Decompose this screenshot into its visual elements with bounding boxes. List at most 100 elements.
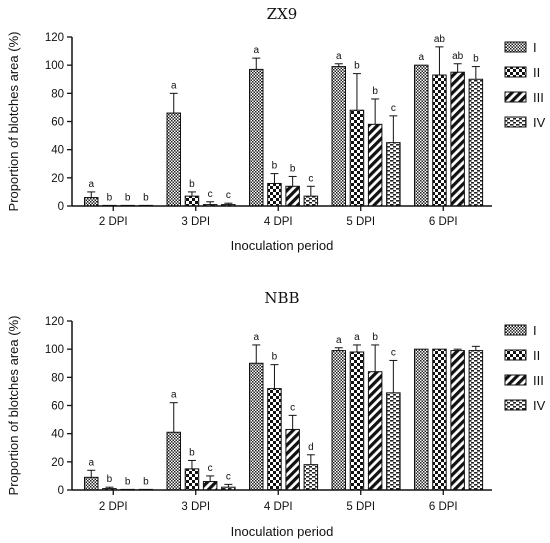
x-tick-label: 6 DPI bbox=[429, 501, 458, 513]
legend-swatch bbox=[504, 116, 527, 128]
bar-i-6-dpi bbox=[414, 64, 429, 207]
significance-letter: d bbox=[308, 442, 314, 453]
significance-letter: a bbox=[354, 332, 360, 343]
legend-label: I bbox=[533, 40, 537, 55]
bar-iii-5-dpi bbox=[367, 123, 383, 207]
bar-i-2-dpi bbox=[84, 476, 99, 491]
significance-letter: a bbox=[171, 390, 177, 401]
y-tick-label: 40 bbox=[51, 429, 64, 441]
significance-letter: a bbox=[253, 332, 259, 343]
chart-panel-zx9: ZX9 Proportion of blotches area (%) Inocul… bbox=[6, 5, 546, 253]
significance-letter: b bbox=[107, 474, 113, 485]
bar-i-4-dpi bbox=[249, 68, 264, 207]
bar-iii-5-dpi bbox=[367, 371, 383, 491]
significance-letter: a bbox=[418, 52, 424, 63]
bar-iv-5-dpi bbox=[386, 392, 401, 491]
bar-iii-6-dpi bbox=[450, 350, 465, 491]
x-tick-label: 6 DPI bbox=[429, 216, 458, 228]
legend-swatch bbox=[504, 66, 527, 78]
bar-i-6-dpi bbox=[414, 348, 429, 491]
significance-letter: b bbox=[473, 54, 479, 65]
bar-iii-4-dpi bbox=[285, 428, 300, 491]
significance-letter: a bbox=[88, 457, 94, 468]
significance-letter: c bbox=[391, 347, 396, 358]
significance-letter: c bbox=[391, 103, 396, 114]
bar-iii-6-dpi bbox=[450, 71, 465, 207]
x-tick-label: 4 DPI bbox=[264, 216, 293, 228]
bar-ii-3-dpi bbox=[184, 195, 200, 207]
legend-swatch bbox=[504, 324, 527, 336]
significance-letter: b bbox=[372, 86, 378, 97]
bar-ii-6-dpi bbox=[432, 348, 447, 491]
y-tick-label: 60 bbox=[51, 401, 64, 413]
significance-letter: b bbox=[189, 179, 195, 190]
significance-letter: a bbox=[336, 335, 342, 346]
legend-swatch bbox=[504, 41, 527, 53]
significance-letter: b bbox=[290, 163, 296, 174]
x-tick-label: 2 DPI bbox=[99, 216, 128, 228]
legend-label: III bbox=[533, 373, 544, 388]
legend-label: II bbox=[533, 65, 540, 80]
significance-letter: a bbox=[88, 179, 94, 190]
bar-i-3-dpi bbox=[166, 112, 181, 207]
significance-letter: ab bbox=[434, 34, 446, 45]
significance-letter: a bbox=[171, 80, 177, 91]
y-axis-label: Proportion of blotches area (%) bbox=[6, 316, 21, 496]
x-tick-label: 3 DPI bbox=[181, 501, 210, 513]
significance-letter: c bbox=[226, 190, 231, 201]
x-tick-label: 5 DPI bbox=[346, 501, 375, 513]
legend-label: II bbox=[533, 348, 540, 363]
y-tick-label: 80 bbox=[51, 88, 64, 100]
y-tick-label: 20 bbox=[51, 173, 64, 185]
y-axis-label: Proportion of blotches area (%) bbox=[6, 32, 21, 212]
significance-letter: a bbox=[253, 45, 259, 56]
bar-ii-5-dpi bbox=[349, 109, 365, 207]
y-tick-label: 120 bbox=[45, 316, 64, 328]
bar-iv-6-dpi bbox=[468, 350, 484, 491]
significance-letter: b bbox=[372, 332, 378, 343]
significance-letter: c bbox=[290, 402, 295, 413]
significance-letter: b bbox=[125, 193, 131, 204]
significance-letter: b bbox=[107, 193, 113, 204]
y-tick-label: 20 bbox=[51, 457, 64, 469]
bar-iii-3-dpi bbox=[202, 481, 218, 491]
bar-ii-6-dpi bbox=[432, 74, 447, 207]
significance-letter: ab bbox=[452, 51, 464, 62]
x-axis-label: Inoculation period bbox=[231, 238, 334, 253]
y-tick-label: 100 bbox=[45, 60, 64, 72]
bar-i-5-dpi bbox=[331, 66, 346, 207]
bar-iv-4-dpi bbox=[303, 195, 319, 207]
bar-iv-6-dpi bbox=[468, 78, 484, 207]
bar-ii-4-dpi bbox=[267, 182, 282, 207]
significance-letter: b bbox=[189, 447, 195, 458]
significance-letter: b bbox=[354, 61, 360, 72]
significance-letter: b bbox=[143, 193, 149, 204]
chart-panel-nbb: NBB Proportion of blotches area (%) Inocul… bbox=[6, 289, 546, 539]
bar-ii-4-dpi bbox=[267, 388, 282, 491]
significance-letter: c bbox=[226, 471, 231, 482]
y-tick-label: 120 bbox=[45, 32, 64, 44]
y-tick-label: 60 bbox=[51, 117, 64, 129]
bar-ii-3-dpi bbox=[184, 468, 200, 491]
significance-letter: c bbox=[308, 173, 313, 184]
bar-i-4-dpi bbox=[249, 362, 264, 491]
bar-ii-5-dpi bbox=[349, 351, 365, 491]
y-tick-label: 80 bbox=[51, 372, 64, 384]
legend-label: I bbox=[533, 323, 537, 338]
bar-i-3-dpi bbox=[166, 431, 181, 491]
significance-letter: b bbox=[143, 477, 149, 488]
x-tick-label: 4 DPI bbox=[264, 501, 293, 513]
bar-iii-4-dpi bbox=[285, 185, 300, 207]
legend-swatch bbox=[504, 399, 527, 411]
legend-label: III bbox=[533, 90, 544, 105]
significance-letter: b bbox=[272, 161, 278, 172]
y-tick-label: 40 bbox=[51, 145, 64, 157]
chart-title: ZX9 bbox=[267, 5, 298, 23]
bar-iv-5-dpi bbox=[386, 142, 401, 207]
chart-title: NBB bbox=[264, 289, 299, 307]
x-axis-label: Inoculation period bbox=[231, 524, 334, 539]
significance-letter: a bbox=[336, 51, 342, 62]
y-tick-label: 0 bbox=[58, 201, 64, 213]
legend-label: IV bbox=[533, 115, 546, 130]
